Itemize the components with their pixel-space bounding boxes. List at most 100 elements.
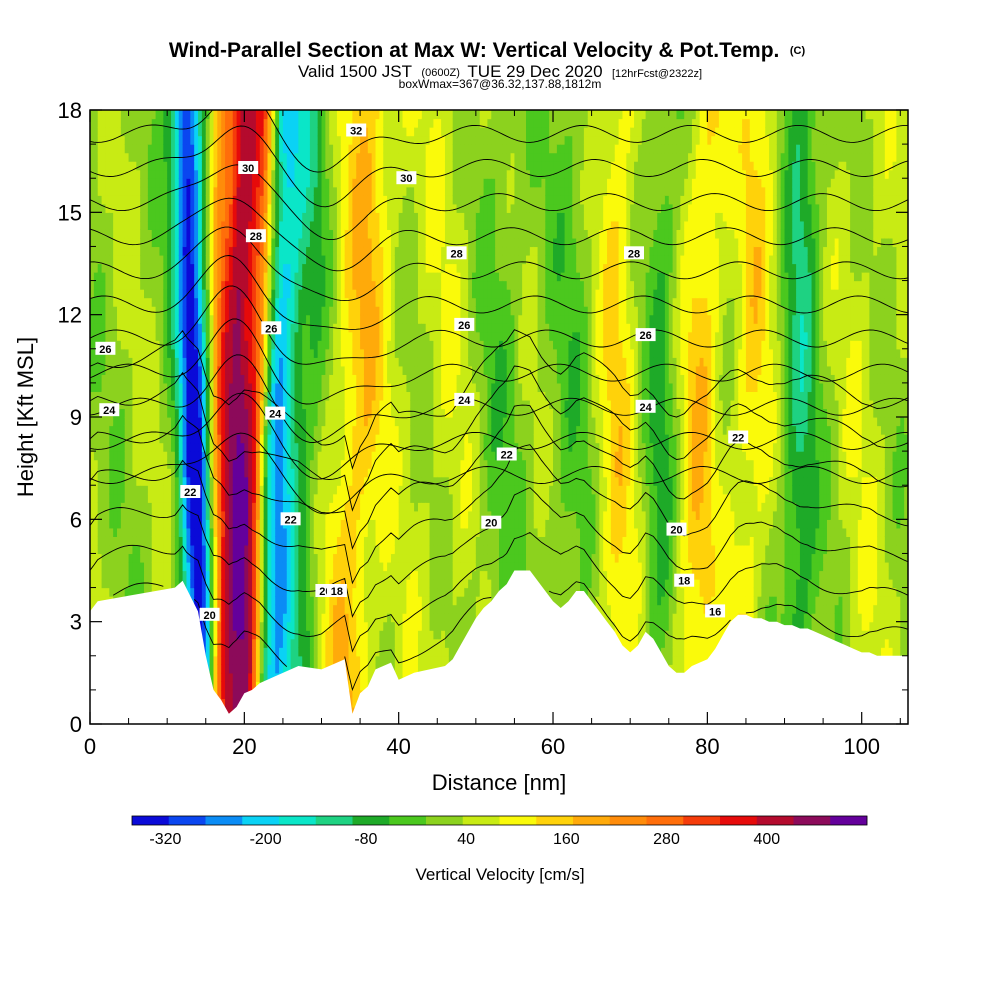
velocity-cell (298, 118, 303, 128)
velocity-cell (228, 698, 234, 708)
velocity-cell (282, 647, 288, 657)
velocity-cell (144, 587, 149, 597)
velocity-cell (309, 408, 315, 418)
velocity-cell (282, 604, 288, 614)
velocity-cell (321, 161, 326, 171)
velocity-cell (136, 561, 141, 572)
velocity-cell (244, 536, 249, 546)
velocity-cell (348, 229, 353, 239)
velocity-cell (113, 434, 118, 444)
velocity-cell (159, 135, 164, 145)
velocity-cell (352, 468, 357, 478)
velocity-cell (275, 203, 280, 213)
velocity-cell (151, 254, 157, 265)
velocity-cell (209, 536, 215, 546)
velocity-cell (97, 493, 103, 503)
velocity-cell (97, 127, 103, 137)
velocity-cell (178, 544, 184, 555)
velocity-cell (228, 493, 234, 503)
velocity-cell (228, 417, 234, 427)
velocity-cell (352, 664, 357, 674)
velocity-cell (117, 536, 122, 546)
velocity-cell (259, 357, 265, 367)
velocity-cell (225, 357, 230, 367)
velocity-cell (302, 468, 307, 478)
velocity-cell (255, 425, 261, 435)
velocity-cell (117, 229, 122, 239)
velocity-cell (340, 323, 346, 333)
velocity-cell (263, 306, 269, 316)
velocity-cell (352, 161, 357, 171)
velocity-cell (252, 272, 257, 282)
velocity-cell (340, 374, 346, 384)
velocity-cell (132, 297, 137, 307)
velocity-cell (352, 272, 357, 282)
velocity-cell (309, 587, 315, 597)
velocity-cell (190, 399, 195, 410)
velocity-cell (240, 110, 245, 120)
velocity-cell (248, 314, 253, 324)
velocity-cell (271, 357, 276, 367)
velocity-cell (159, 254, 164, 265)
velocity-cell (313, 135, 319, 145)
velocity-cell (325, 561, 330, 572)
velocity-cell (113, 297, 118, 307)
velocity-cell (248, 613, 253, 623)
velocity-cell (182, 425, 188, 435)
velocity-cell (240, 485, 245, 495)
velocity-cell (159, 118, 164, 128)
velocity-cell (248, 536, 253, 546)
velocity-cell (290, 110, 296, 120)
velocity-cell (325, 297, 330, 307)
velocity-cell (213, 596, 218, 606)
velocity-cell (321, 263, 326, 273)
velocity-cell (232, 110, 238, 120)
velocity-cell (217, 553, 222, 563)
velocity-cell (90, 306, 95, 316)
velocity-cell (313, 502, 319, 512)
velocity-cell (286, 502, 292, 512)
velocity-cell (340, 647, 346, 657)
velocity-cell (340, 263, 346, 273)
velocity-cell (151, 442, 157, 452)
velocity-cell (348, 485, 353, 495)
velocity-cell (294, 110, 299, 120)
velocity-cell (352, 357, 357, 367)
velocity-cell (244, 365, 249, 375)
velocity-cell (113, 127, 118, 137)
velocity-cell (232, 399, 238, 410)
velocity-cell (201, 254, 207, 265)
velocity-cell (282, 391, 288, 401)
velocity-cell (113, 212, 118, 222)
velocity-cell (194, 161, 199, 171)
velocity-cell (128, 144, 134, 154)
velocity-cell (124, 348, 130, 358)
velocity-cell (117, 476, 122, 486)
velocity-cell (252, 664, 257, 674)
velocity-cell (113, 110, 118, 120)
velocity-cell (163, 510, 168, 520)
velocity-cell (109, 314, 114, 324)
velocity-cell (228, 382, 234, 393)
velocity-cell (97, 237, 103, 248)
velocity-cell (124, 212, 130, 222)
velocity-cell (105, 468, 110, 478)
velocity-cell (217, 579, 222, 589)
velocity-cell (333, 195, 338, 205)
velocity-cell (325, 203, 330, 213)
velocity-cell (240, 178, 245, 188)
velocity-cell (147, 493, 153, 503)
velocity-cell (217, 655, 222, 665)
velocity-cell (344, 561, 350, 572)
velocity-cell (105, 587, 110, 597)
velocity-cell (352, 382, 357, 393)
velocity-cell (329, 169, 334, 179)
velocity-cell (313, 331, 319, 341)
velocity-cell (182, 579, 188, 589)
velocity-cell (178, 263, 184, 273)
velocity-cell (333, 519, 338, 529)
velocity-cell (236, 553, 242, 563)
velocity-cell (221, 417, 226, 427)
velocity-cell (255, 459, 261, 469)
velocity-cell (93, 357, 99, 367)
